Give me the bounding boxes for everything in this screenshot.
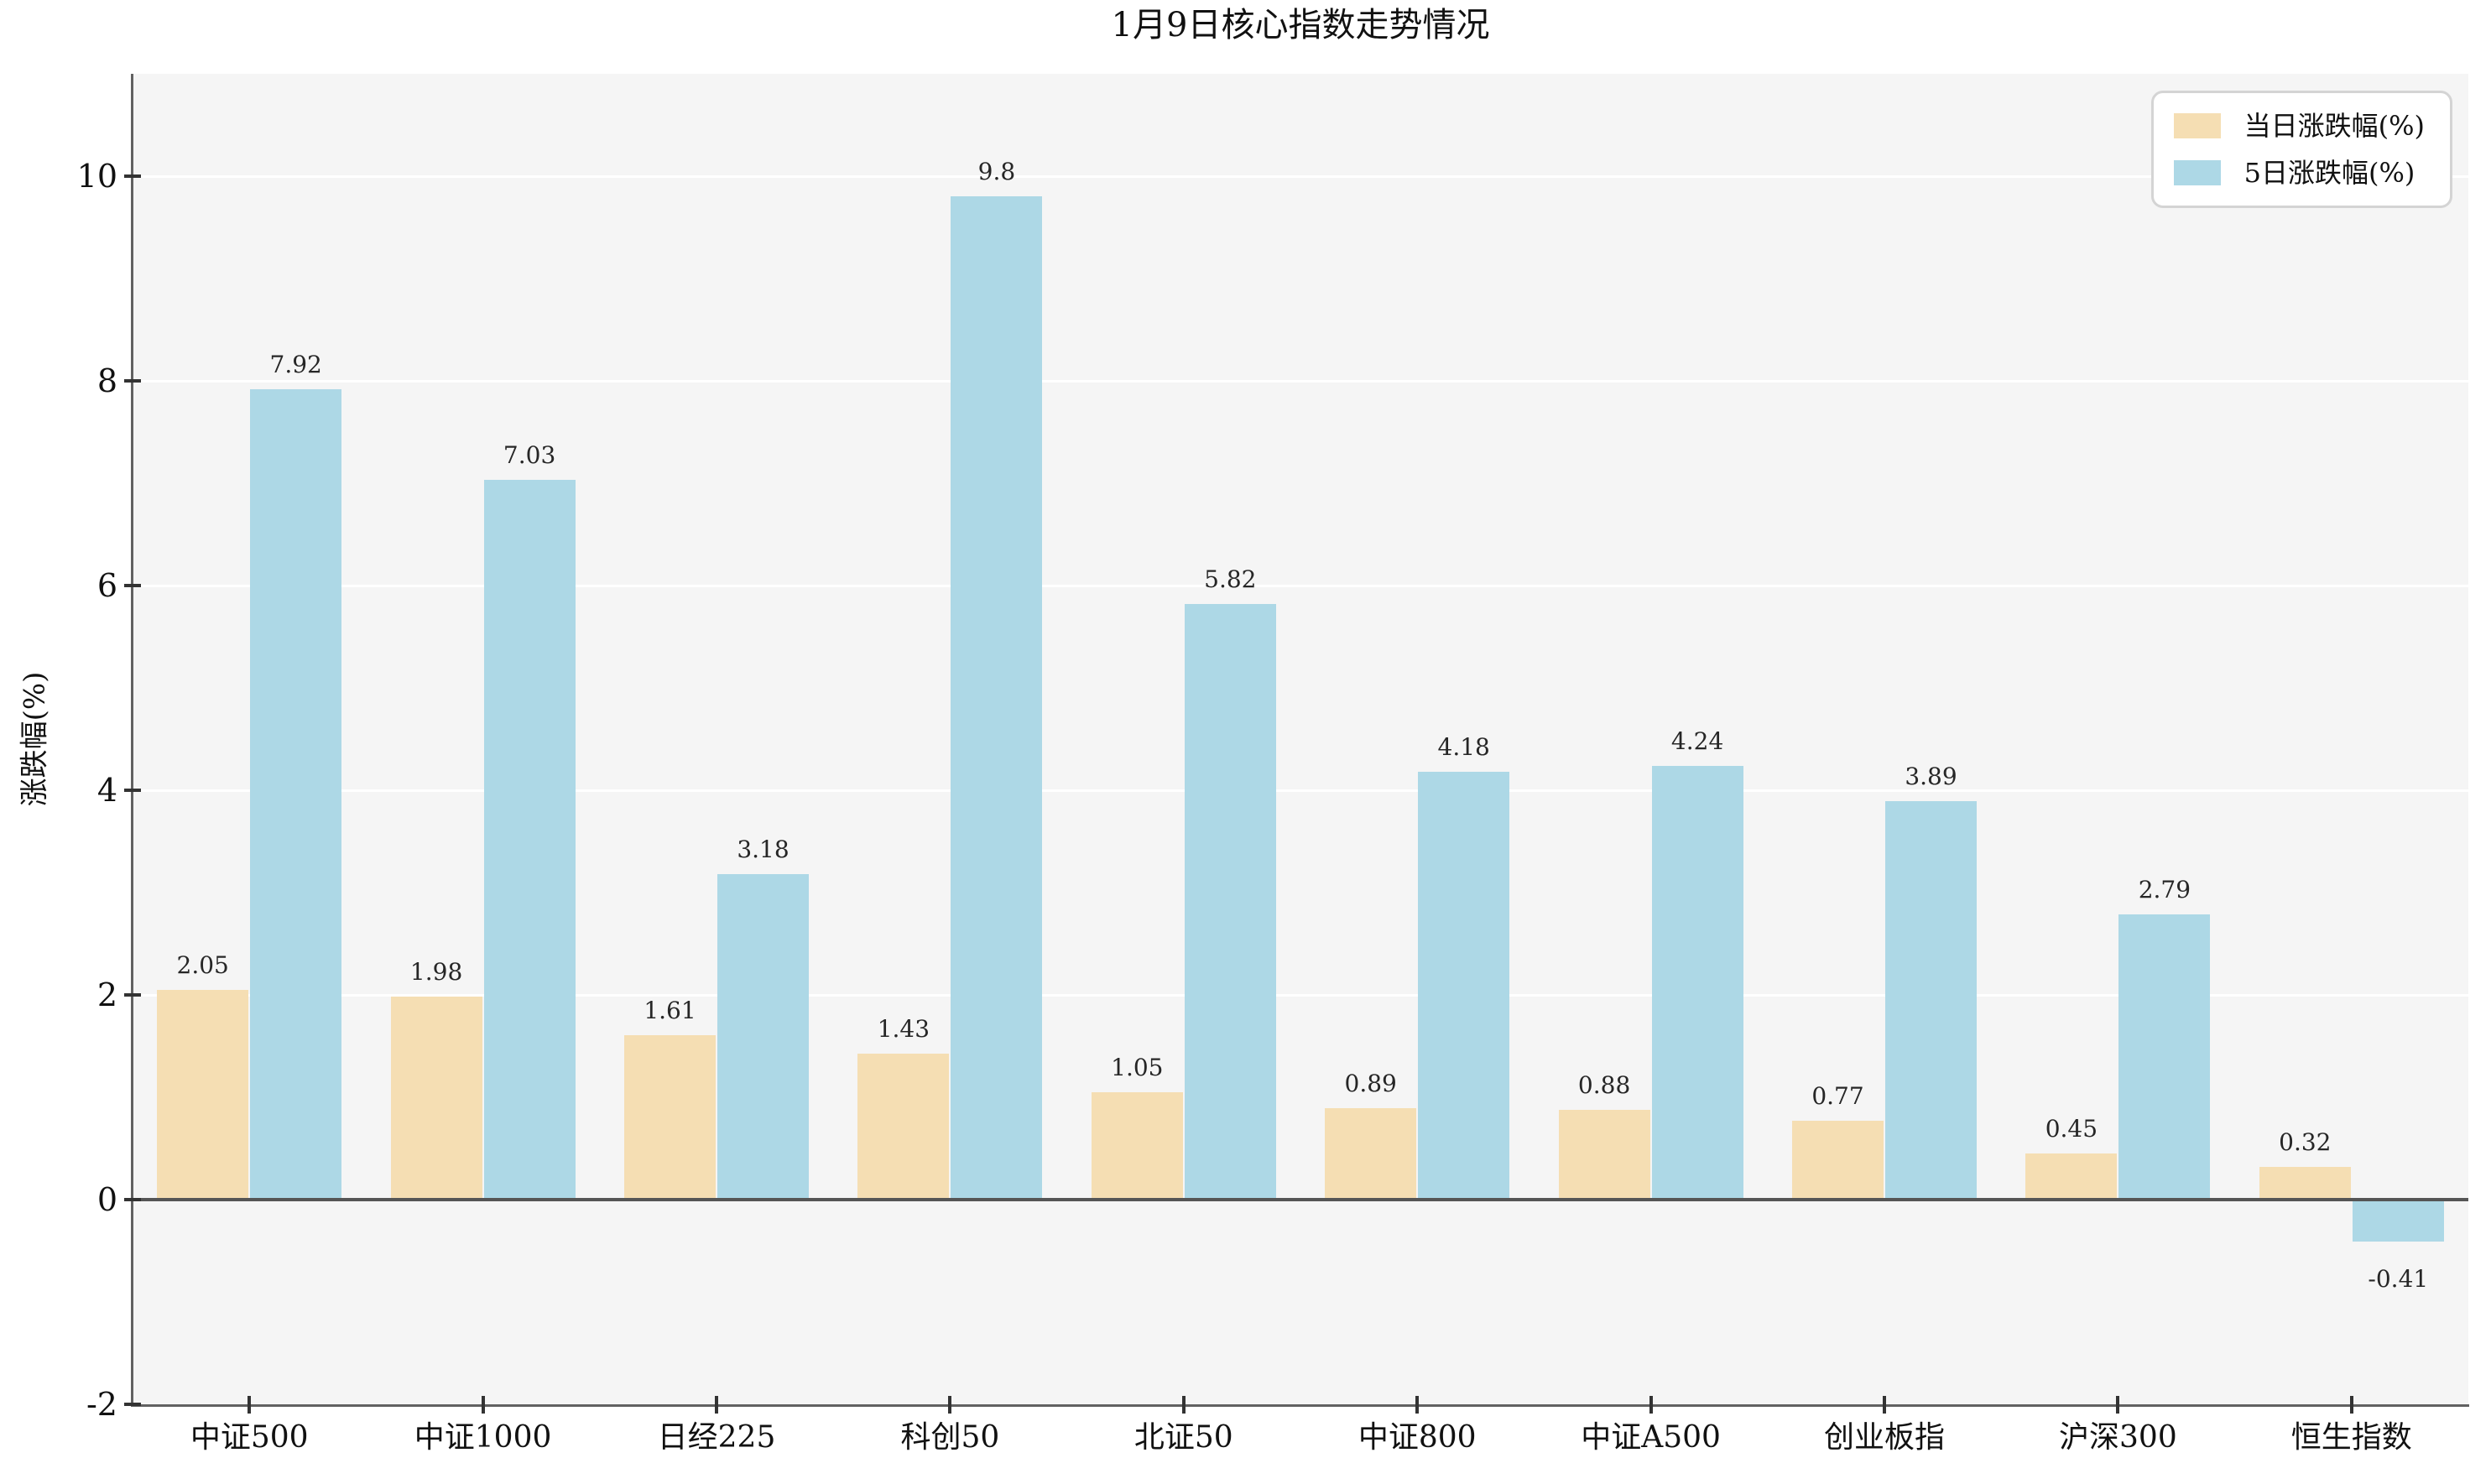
y-tick--2 xyxy=(124,1403,141,1406)
x-tick-label-0: 中证500 xyxy=(190,1420,309,1455)
y-tick-label-4: 4 xyxy=(96,772,117,809)
bar-daily-0 xyxy=(157,989,249,1200)
chart-title: 1月9日核心指数走势情况 xyxy=(1111,6,1490,44)
bar-value-label-5day-2: 3.18 xyxy=(737,836,790,864)
x-tick-5 xyxy=(1415,1396,1420,1414)
bar-value-label-daily-0: 2.05 xyxy=(176,950,229,979)
bar-5day-4 xyxy=(1184,603,1276,1200)
x-tick-9 xyxy=(2349,1396,2353,1414)
bar-value-label-5day-3: 9.8 xyxy=(977,158,1016,186)
y-tick-label-2: 2 xyxy=(96,976,117,1013)
bar-value-label-daily-2: 1.61 xyxy=(644,996,696,1024)
legend-swatch-daily xyxy=(2173,113,2221,138)
bar-value-label-5day-6: 4.24 xyxy=(1670,726,1724,755)
x-tick-label-5: 中证800 xyxy=(1358,1420,1477,1455)
bar-5day-8 xyxy=(2118,914,2211,1200)
x-tick-7 xyxy=(1883,1396,1886,1414)
bar-value-label-daily-3: 1.43 xyxy=(877,1014,930,1043)
bar-5day-6 xyxy=(1651,765,1743,1200)
x-tick-8 xyxy=(2116,1396,2120,1414)
bar-5day-5 xyxy=(1418,772,1510,1200)
bar-daily-9 xyxy=(2259,1166,2351,1200)
bar-daily-1 xyxy=(390,997,482,1200)
gridline-y8 xyxy=(133,379,2468,383)
bar-value-label-daily-9: 0.32 xyxy=(2279,1127,2332,1156)
y-tick-label-0: 0 xyxy=(96,1181,117,1218)
bar-5day-3 xyxy=(951,196,1043,1200)
zero-line xyxy=(133,1198,2468,1201)
y-tick-4 xyxy=(124,789,141,792)
bar-value-label-daily-5: 0.89 xyxy=(1344,1070,1397,1098)
y-tick-label-8: 8 xyxy=(96,362,117,399)
y-tick-2 xyxy=(124,993,141,997)
bar-daily-3 xyxy=(857,1053,950,1200)
legend-swatch-5day xyxy=(2173,160,2221,185)
bar-value-label-5day-5: 4.18 xyxy=(1437,733,1490,762)
x-tick-6 xyxy=(1649,1396,1653,1414)
x-tick-4 xyxy=(1181,1396,1186,1414)
gridline-y2 xyxy=(133,993,2468,997)
bar-5day-0 xyxy=(250,388,342,1200)
y-axis-spine xyxy=(131,74,133,1407)
y-tick-0 xyxy=(124,1198,141,1201)
bar-daily-8 xyxy=(2025,1153,2118,1200)
legend-label-daily: 当日涨跌幅(%) xyxy=(2243,110,2425,142)
y-tick-10 xyxy=(124,174,141,178)
y-tick-label--2: -2 xyxy=(86,1386,117,1423)
x-axis-spine xyxy=(131,1404,2469,1407)
legend-label-5day: 5日涨跌幅(%) xyxy=(2243,157,2415,189)
x-tick-label-8: 沪深300 xyxy=(2059,1420,2177,1455)
bar-value-label-5day-9: -0.41 xyxy=(2368,1265,2429,1294)
bar-daily-4 xyxy=(1091,1091,1183,1200)
bar-value-label-daily-6: 0.88 xyxy=(1577,1070,1631,1099)
bar-daily-2 xyxy=(624,1034,716,1200)
gridline-y4 xyxy=(133,789,2468,792)
x-tick-label-2: 日经225 xyxy=(657,1420,776,1455)
bar-value-label-5day-1: 7.03 xyxy=(503,441,556,470)
bar-daily-5 xyxy=(1325,1108,1417,1200)
y-tick-8 xyxy=(124,379,141,383)
x-tick-label-7: 创业板指 xyxy=(1823,1420,1945,1455)
bar-5day-2 xyxy=(717,874,809,1200)
x-tick-1 xyxy=(481,1396,485,1414)
bar-value-label-5day-7: 3.89 xyxy=(1905,763,1957,791)
x-tick-0 xyxy=(248,1396,252,1414)
bar-5day-7 xyxy=(1885,801,1977,1200)
y-tick-6 xyxy=(124,584,141,587)
bar-value-label-5day-0: 7.92 xyxy=(269,350,322,378)
x-tick-2 xyxy=(715,1396,718,1414)
bar-value-label-daily-7: 0.77 xyxy=(1811,1082,1864,1111)
y-tick-label-10: 10 xyxy=(76,158,117,195)
y-tick-label-6: 6 xyxy=(96,567,117,604)
x-tick-label-9: 恒生指数 xyxy=(2290,1420,2412,1455)
bar-value-label-5day-8: 2.79 xyxy=(2138,875,2191,903)
gridline-y10 xyxy=(133,174,2468,178)
x-tick-label-1: 中证1000 xyxy=(414,1420,552,1455)
x-tick-label-6: 中证A500 xyxy=(1581,1420,1721,1455)
x-tick-label-3: 科创50 xyxy=(900,1420,1000,1455)
x-tick-label-4: 北证50 xyxy=(1133,1420,1233,1455)
bar-daily-7 xyxy=(1792,1121,1884,1200)
x-tick-3 xyxy=(948,1396,952,1414)
plot-area: 2.05 1.98 1.61 1.43 1.05 0.89 0.88 0.77 0.45 0.32… xyxy=(133,74,2468,1404)
legend-item-5day: 5日涨跌幅(%) xyxy=(2173,157,2425,189)
bar-5day-9 xyxy=(2352,1200,2444,1242)
bar-value-label-5day-4: 5.82 xyxy=(1204,565,1257,593)
legend: 当日涨跌幅(%) 5日涨跌幅(%) xyxy=(2150,91,2452,208)
bar-daily-6 xyxy=(1558,1109,1650,1200)
legend-item-daily: 当日涨跌幅(%) xyxy=(2173,110,2425,142)
bar-value-label-daily-8: 0.45 xyxy=(2045,1115,2098,1143)
gridline-y6 xyxy=(133,584,2468,587)
bar-value-label-daily-1: 1.98 xyxy=(409,958,463,987)
bar-5day-1 xyxy=(483,480,576,1200)
bar-value-label-daily-4: 1.05 xyxy=(1111,1053,1164,1081)
